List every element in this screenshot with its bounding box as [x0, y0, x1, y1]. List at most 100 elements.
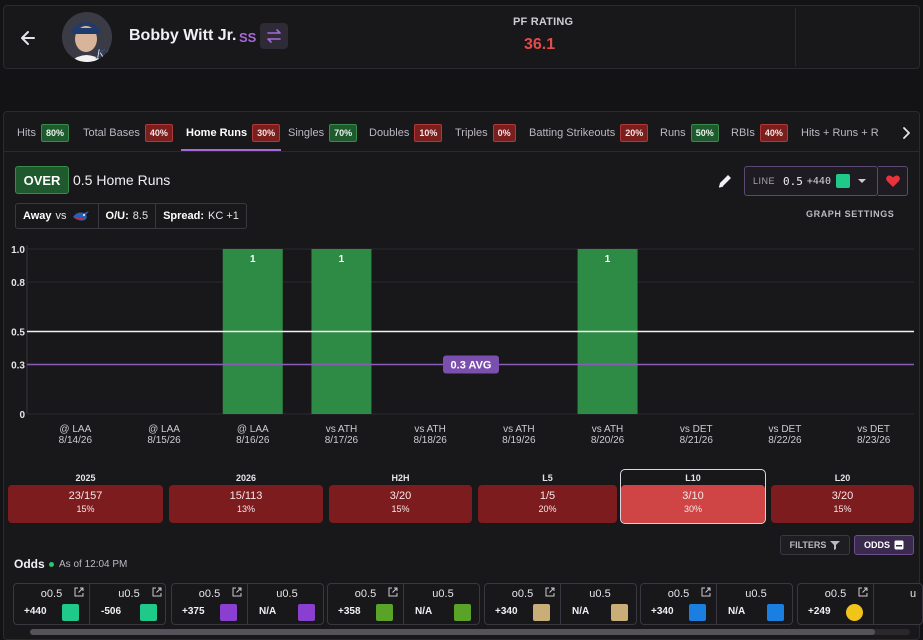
tab-pct-badge: 30%	[252, 124, 281, 142]
scrollbar-thumb[interactable]	[30, 629, 875, 635]
external-link-icon[interactable]	[388, 587, 398, 597]
summary-box-2025[interactable]: 23/157 15%	[8, 485, 163, 523]
summary-box-2026[interactable]: 15/113 13%	[169, 485, 323, 523]
odds-horizontal-scrollbar[interactable]	[30, 629, 910, 635]
pf-rating-label: PF RATING	[513, 16, 574, 28]
under-odds-value: N/A	[415, 606, 433, 617]
summary-value: 3/20	[389, 490, 412, 502]
tab-hits-runs-rbis[interactable]: Hits + Runs + RBIs	[801, 123, 879, 143]
tab-pct-badge: 40%	[144, 124, 173, 142]
over-line-label: o0.5	[40, 588, 63, 600]
odds-toggle-label: ODDS	[863, 540, 890, 550]
line-selector[interactable]: LINE 0.5 +440	[744, 166, 878, 196]
swap-player-button[interactable]	[260, 23, 288, 49]
over-odds-cell[interactable]: o0.5 +358	[328, 584, 404, 624]
caesars-logo-icon	[611, 604, 628, 621]
player-position: SS	[239, 30, 257, 45]
fanatics-logo-icon	[835, 174, 850, 188]
external-link-icon[interactable]	[701, 587, 711, 597]
player-name: Bobby Witt Jr.	[129, 27, 237, 44]
tab-label: Home Runs	[186, 127, 248, 139]
under-odds-cell[interactable]: u	[875, 584, 922, 624]
under-odds-cell[interactable]: u0.5 -506	[91, 584, 165, 624]
caesars-logo-icon	[533, 604, 550, 621]
sportsbook-card: o0.5 +375 u0.5 N/A	[171, 583, 324, 625]
line-value: 0.5	[783, 174, 803, 188]
line-odds: +440	[806, 175, 831, 187]
filters-button[interactable]: FILTERS	[780, 535, 850, 555]
prop-title: 0.5 Home Runs	[73, 172, 171, 188]
graph-settings-button[interactable]: GRAPH SETTINGS	[806, 209, 895, 219]
tab-total-bases[interactable]: Total Bases 40%	[83, 123, 173, 143]
summary-label: L10	[685, 473, 701, 483]
over-odds-value: +440	[24, 606, 47, 617]
tab-singles[interactable]: Singles 70%	[288, 123, 358, 143]
tab-doubles[interactable]: Doubles 10%	[369, 123, 443, 143]
under-odds-cell[interactable]: u0.5 N/A	[405, 584, 479, 624]
under-odds-cell[interactable]: u0.5 N/A	[249, 584, 323, 624]
summary-box-h2h[interactable]: 3/20 15%	[329, 485, 472, 523]
under-line-label: u0.5	[276, 588, 298, 600]
summary-box-l10[interactable]: 3/10 30%	[621, 485, 765, 523]
matchup-spread: Spread: KC +1	[156, 204, 246, 228]
under-line-label: u0.5	[745, 588, 767, 600]
tab-hits[interactable]: Hits 80%	[17, 123, 69, 143]
hardrock-logo-icon	[298, 604, 315, 621]
under-line-label: u0.5	[432, 588, 454, 600]
fanduel-logo-icon	[689, 604, 706, 621]
pf-rating-value: 36.1	[524, 36, 556, 53]
matchup-info: Away vs O/U: 8.5 Spread: KC +1	[15, 203, 247, 229]
tab-pct-badge: 10%	[414, 124, 443, 142]
tab-label: Triples	[455, 127, 488, 139]
filter-funnel-icon	[830, 541, 841, 550]
over-odds-value: +340	[495, 606, 518, 617]
summary-label: L20	[834, 473, 851, 483]
tab-runs[interactable]: Runs 50%	[660, 123, 719, 143]
tab-label: Singles	[288, 127, 325, 139]
summary-value: 1/5	[539, 490, 556, 502]
over-odds-cell[interactable]: o0.5 +375	[172, 584, 248, 624]
under-line-label: u0.5	[589, 588, 611, 600]
external-link-icon[interactable]	[152, 587, 162, 597]
odds-toggle-button[interactable]: ODDS	[854, 535, 914, 555]
under-odds-value: -506	[101, 606, 122, 617]
chevron-down-icon	[857, 179, 866, 183]
under-odds-cell[interactable]: u0.5 N/A	[718, 584, 792, 624]
tab-triples[interactable]: Triples 0%	[455, 123, 516, 143]
summary-box-l20[interactable]: 3/20 15%	[771, 485, 914, 523]
heart-icon	[885, 175, 900, 187]
sportsbook-card: o0.5 +440 u0.5 -506	[13, 583, 166, 625]
tab-home-runs[interactable]: Home Runs 30%	[186, 123, 281, 143]
header-divider	[795, 8, 796, 66]
fanatics-logo-icon	[62, 604, 79, 621]
external-link-icon[interactable]	[74, 587, 84, 597]
external-link-icon[interactable]	[545, 587, 555, 597]
tab-rbis[interactable]: RBIs 40%	[731, 123, 788, 143]
draftkings-logo-icon	[454, 604, 471, 621]
external-link-icon[interactable]	[858, 587, 868, 597]
over-odds-cell[interactable]: o0.5 +249	[798, 584, 874, 624]
external-link-icon[interactable]	[232, 587, 242, 597]
favorite-button[interactable]	[878, 166, 908, 196]
over-badge[interactable]: OVER	[15, 166, 69, 194]
over-odds-cell[interactable]: o0.5 +340	[641, 584, 717, 624]
tab-pct-badge: 40%	[759, 124, 788, 142]
summary-pct: 30%	[683, 504, 702, 514]
summary-label: 2025	[75, 473, 96, 483]
under-odds-cell[interactable]: u0.5 N/A	[562, 584, 636, 624]
filters-label: FILTERS	[789, 540, 827, 550]
blue-jays-logo-icon	[72, 211, 89, 221]
over-odds-cell[interactable]: o0.5 +340	[485, 584, 561, 624]
tab-pct-badge: 0%	[492, 124, 516, 142]
edit-line-button[interactable]	[716, 172, 734, 190]
tab-batting-strikeouts[interactable]: Batting Strikeouts 20%	[529, 123, 649, 143]
over-odds-cell[interactable]: o0.5 +440	[14, 584, 90, 624]
tabs-scroll-right-button[interactable]	[897, 124, 915, 142]
summary-box-l5[interactable]: 1/5 20%	[478, 485, 617, 523]
hardrock-logo-icon	[220, 604, 237, 621]
odds-timestamp: As of 12:04 PM	[59, 559, 128, 570]
back-button[interactable]	[18, 28, 38, 48]
pencil-icon	[718, 175, 731, 188]
tab-pct-badge: 70%	[329, 124, 358, 142]
over-line-label: o0.5	[198, 588, 221, 600]
